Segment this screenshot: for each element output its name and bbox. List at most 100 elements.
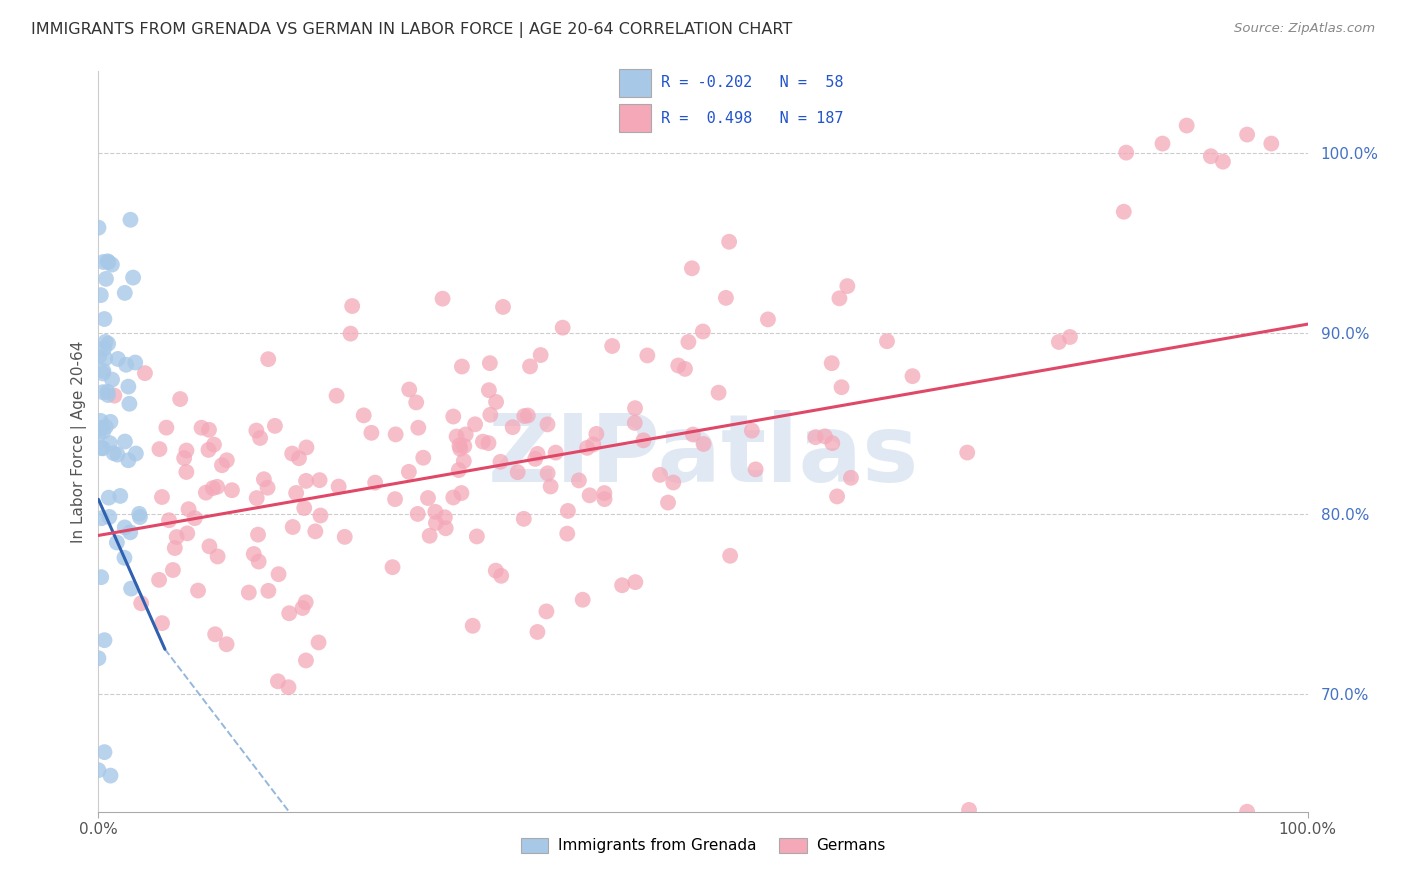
- Point: [804, 430, 827, 444]
- Point: [309, 508, 332, 523]
- Point: [221, 483, 243, 498]
- Point: [87, 427, 110, 442]
- Point: [544, 445, 567, 459]
- Point: [425, 505, 447, 519]
- Point: [441, 409, 464, 424]
- Point: [756, 312, 779, 326]
- Point: [197, 442, 219, 457]
- Point: [325, 389, 347, 403]
- Point: [177, 502, 200, 516]
- Point: [103, 389, 125, 403]
- Text: IMMIGRANTS FROM GRENADA VS GERMAN IN LABOR FORCE | AGE 20-64 CORRELATION CHART: IMMIGRANTS FROM GRENADA VS GERMAN IN LAB…: [31, 22, 792, 38]
- Point: [134, 366, 156, 380]
- Point: [381, 560, 404, 574]
- Point: [277, 680, 299, 694]
- Point: [1260, 136, 1282, 151]
- Point: [198, 539, 221, 553]
- Point: [101, 258, 124, 272]
- Point: [821, 436, 844, 450]
- Point: [201, 481, 224, 495]
- Point: [257, 352, 280, 367]
- Point: [128, 507, 150, 521]
- Point: [90, 570, 112, 584]
- Point: [540, 479, 562, 493]
- Point: [242, 547, 264, 561]
- Point: [441, 491, 464, 505]
- Point: [718, 549, 741, 563]
- Point: [624, 575, 647, 590]
- Point: [249, 431, 271, 445]
- Point: [294, 595, 316, 609]
- Point: [295, 474, 318, 488]
- Point: [117, 453, 139, 467]
- Point: [714, 291, 737, 305]
- Point: [502, 420, 524, 434]
- Point: [610, 578, 633, 592]
- Point: [295, 653, 318, 667]
- Point: [91, 255, 114, 269]
- Point: [114, 434, 136, 449]
- Point: [1175, 119, 1198, 133]
- Point: [555, 526, 578, 541]
- Point: [513, 409, 536, 423]
- Point: [129, 510, 152, 524]
- Point: [1115, 145, 1137, 160]
- Point: [530, 348, 553, 362]
- Point: [97, 491, 120, 505]
- Point: [339, 326, 361, 341]
- Point: [292, 501, 315, 516]
- Point: [557, 504, 579, 518]
- Point: [681, 261, 703, 276]
- Point: [1236, 128, 1258, 142]
- Text: ZIPatlas: ZIPatlas: [488, 410, 918, 502]
- Point: [837, 279, 859, 293]
- Point: [398, 383, 420, 397]
- Point: [198, 423, 221, 437]
- Point: [492, 300, 515, 314]
- Point: [551, 320, 574, 334]
- Point: [1212, 154, 1234, 169]
- Point: [118, 397, 141, 411]
- Point: [253, 472, 276, 486]
- Bar: [619, 104, 651, 132]
- Point: [447, 463, 470, 477]
- Point: [93, 364, 115, 378]
- Point: [304, 524, 326, 539]
- Point: [94, 334, 117, 349]
- Point: [568, 474, 591, 488]
- Point: [89, 421, 111, 435]
- Point: [114, 520, 136, 534]
- Point: [406, 507, 429, 521]
- Point: [821, 356, 844, 370]
- Point: [110, 489, 132, 503]
- Point: [87, 763, 110, 777]
- Point: [479, 408, 502, 422]
- Point: [247, 555, 270, 569]
- Point: [536, 417, 558, 432]
- Point: [353, 409, 375, 423]
- Point: [246, 491, 269, 505]
- Point: [956, 445, 979, 459]
- Point: [578, 488, 600, 502]
- Point: [166, 530, 188, 544]
- Point: [425, 516, 447, 530]
- Point: [526, 624, 548, 639]
- Point: [87, 651, 110, 665]
- Point: [405, 395, 427, 409]
- Point: [204, 627, 226, 641]
- Point: [120, 582, 142, 596]
- Point: [593, 486, 616, 500]
- Point: [87, 220, 110, 235]
- Point: [93, 745, 115, 759]
- Point: [94, 272, 117, 286]
- Point: [90, 414, 112, 428]
- Point: [450, 486, 472, 500]
- Point: [453, 454, 475, 468]
- Point: [471, 434, 494, 449]
- Point: [107, 351, 129, 366]
- Point: [91, 425, 114, 439]
- Point: [673, 362, 696, 376]
- Point: [1236, 805, 1258, 819]
- Point: [103, 446, 125, 460]
- Point: [115, 358, 138, 372]
